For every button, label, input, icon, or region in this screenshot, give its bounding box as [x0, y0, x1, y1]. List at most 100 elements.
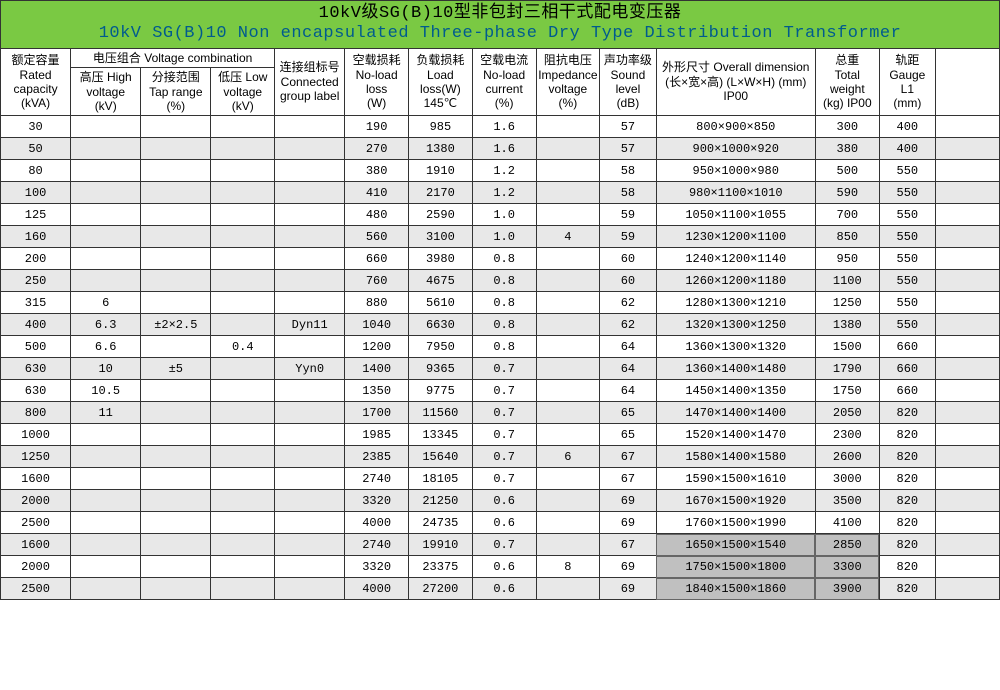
- cell-nc: 0.8: [472, 248, 536, 270]
- cell-gg: 660: [879, 380, 935, 402]
- cell-gg: 550: [879, 314, 935, 336]
- cell-nl: 880: [345, 292, 409, 314]
- table-row: 63010±5Yyn0140093650.7641360×1400×148017…: [1, 358, 1000, 380]
- cell-snd: 67: [600, 468, 656, 490]
- cell-grp: [275, 380, 345, 402]
- cell-ll: 19910: [409, 534, 473, 556]
- cell-imp: [536, 578, 600, 600]
- cell-snd: 65: [600, 402, 656, 424]
- cell-nl: 1700: [345, 402, 409, 424]
- cell-gg: 820: [879, 424, 935, 446]
- cell-grp: [275, 116, 345, 138]
- cell-wt: 700: [815, 204, 879, 226]
- cell-tap: [141, 204, 211, 226]
- cell-cap: 800: [1, 402, 71, 424]
- table-row: 12502385156400.76671580×1400×15802600820: [1, 446, 1000, 468]
- cell-grp: [275, 270, 345, 292]
- cell-gg: 820: [879, 490, 935, 512]
- cell-snd: 64: [600, 380, 656, 402]
- cell-snd: 59: [600, 204, 656, 226]
- cell-ll: 15640: [409, 446, 473, 468]
- cell-grp: [275, 446, 345, 468]
- hdr-sound: 声功率级Sound level(dB): [600, 48, 656, 116]
- cell-spacer: [936, 138, 1000, 160]
- cell-imp: [536, 358, 600, 380]
- hdr-weight: 总重Total weight(kg) IP00: [815, 48, 879, 116]
- cell-tap: [141, 226, 211, 248]
- cell-hv: [71, 490, 141, 512]
- hdr-impedance: 阻抗电压Impedance voltage(%): [536, 48, 600, 116]
- cell-hv: [71, 512, 141, 534]
- cell-dim: 1520×1400×1470: [656, 424, 815, 446]
- cell-snd: 58: [600, 182, 656, 204]
- cell-snd: 62: [600, 314, 656, 336]
- cell-snd: 64: [600, 336, 656, 358]
- cell-spacer: [936, 204, 1000, 226]
- cell-nc: 0.6: [472, 512, 536, 534]
- cell-lv: [211, 270, 275, 292]
- cell-imp: [536, 512, 600, 534]
- cell-gg: 820: [879, 402, 935, 424]
- cell-tap: [141, 556, 211, 578]
- cell-snd: 57: [600, 138, 656, 160]
- table-row: 20066039800.8601240×1200×1140950550: [1, 248, 1000, 270]
- cell-spacer: [936, 402, 1000, 424]
- cell-tap: [141, 578, 211, 600]
- cell-spacer: [936, 380, 1000, 402]
- cell-imp: 6: [536, 446, 600, 468]
- cell-cap: 80: [1, 160, 71, 182]
- cell-hv: [71, 534, 141, 556]
- cell-ll: 18105: [409, 468, 473, 490]
- cell-hv: 6.6: [71, 336, 141, 358]
- cell-snd: 57: [600, 116, 656, 138]
- table-row: 10041021701.258980×1100×1010590550: [1, 182, 1000, 204]
- cell-cap: 315: [1, 292, 71, 314]
- cell-imp: 8: [536, 556, 600, 578]
- table-row: 20003320233750.68691750×1500×18003300820: [1, 556, 1000, 578]
- cell-dim: 1590×1500×1610: [656, 468, 815, 490]
- hdr-tap: 分接范围Tap range(%): [141, 68, 211, 116]
- cell-hv: [71, 248, 141, 270]
- cell-hv: [71, 138, 141, 160]
- cell-nl: 3320: [345, 556, 409, 578]
- cell-tap: [141, 182, 211, 204]
- cell-tap: [141, 468, 211, 490]
- cell-cap: 500: [1, 336, 71, 358]
- cell-nl: 1985: [345, 424, 409, 446]
- cell-nl: 3320: [345, 490, 409, 512]
- cell-gg: 660: [879, 358, 935, 380]
- title-cn: 10kV级SG(B)10型非包封三相干式配电变压器: [319, 4, 682, 23]
- cell-nc: 1.0: [472, 226, 536, 248]
- cell-nl: 2385: [345, 446, 409, 468]
- cell-nl: 1200: [345, 336, 409, 358]
- cell-gg: 400: [879, 138, 935, 160]
- cell-cap: 250: [1, 270, 71, 292]
- cell-ll: 21250: [409, 490, 473, 512]
- cell-nl: 1400: [345, 358, 409, 380]
- cell-dim: 800×900×850: [656, 116, 815, 138]
- cell-imp: [536, 468, 600, 490]
- cell-wt: 950: [815, 248, 879, 270]
- cell-dim: 1760×1500×1990: [656, 512, 815, 534]
- cell-nc: 0.8: [472, 292, 536, 314]
- header-row-1: 额定容量Rated capacity(kVA) 电压组合 Voltage com…: [1, 48, 1000, 67]
- cell-gg: 400: [879, 116, 935, 138]
- cell-hv: 10.5: [71, 380, 141, 402]
- cell-cap: 2500: [1, 578, 71, 600]
- cell-imp: [536, 424, 600, 446]
- cell-gg: 550: [879, 292, 935, 314]
- cell-gg: 820: [879, 534, 935, 556]
- cell-cap: 2000: [1, 556, 71, 578]
- cell-ll: 9365: [409, 358, 473, 380]
- cell-nl: 560: [345, 226, 409, 248]
- cell-dim: 1320×1300×1250: [656, 314, 815, 336]
- cell-snd: 67: [600, 446, 656, 468]
- cell-lv: [211, 160, 275, 182]
- cell-imp: [536, 182, 600, 204]
- hdr-group: 连接组标号Connected group label: [275, 48, 345, 116]
- cell-ll: 2590: [409, 204, 473, 226]
- cell-nl: 480: [345, 204, 409, 226]
- cell-wt: 4100: [815, 512, 879, 534]
- cell-grp: [275, 578, 345, 600]
- cell-nc: 0.6: [472, 490, 536, 512]
